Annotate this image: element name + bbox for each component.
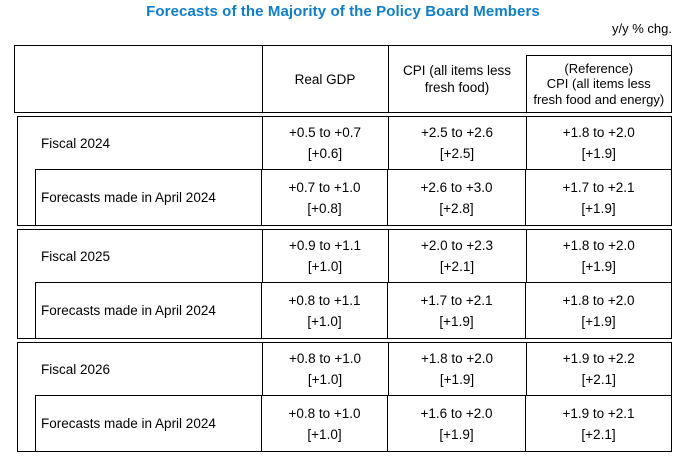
header-real-gdp: Real GDP [261,46,388,112]
cpi-median: [+2.5] [439,146,475,161]
ref-median: [+1.9] [581,259,616,274]
unit-note: y/y % chg. [612,21,672,36]
gdp-cell: +0.5 to +0.7 [+0.6] [261,117,388,169]
header-cpi-line1: CPI (all items less [402,63,512,78]
cpi-cell: +1.8 to +2.0 [+1.9] [387,343,526,395]
cpi-median: [+1.9] [439,372,475,387]
ref-range: +1.8 to +2.0 [562,125,635,140]
ref-range: +1.9 to +2.2 [562,351,635,366]
ref-cpi-cell: +1.8 to +2.0 [+1.9] [525,117,672,169]
gdp-range: +0.7 to +1.0 [288,179,361,195]
ref-median: [+1.9] [581,146,616,161]
gdp-cell: +0.8 to +1.0 [+1.0] [261,396,387,451]
fiscal-2025-block: Fiscal 2025 +0.9 to +1.1 [+1.0] +2.0 to … [17,229,672,339]
reference-header-box: (Reference) CPI (all items less fresh fo… [525,55,671,112]
gdp-median: [+1.0] [307,313,342,329]
gdp-median: [+1.0] [307,372,343,387]
ref-cpi-cell: +1.9 to +2.1 [+2.1] [525,396,671,451]
row-label: Forecasts made in April 2024 [41,416,216,431]
header-cpi: CPI (all items less fresh food) [387,46,526,112]
cpi-range: +1.7 to +2.1 [420,292,493,308]
header-ref-line1: (Reference) [564,60,634,76]
table-row-fiscal-2024: Fiscal 2024 +0.5 to +0.7 [+0.6] +2.5 to … [18,117,671,169]
gdp-median: [+1.0] [307,426,342,442]
ref-range: +1.8 to +2.0 [562,292,635,308]
ref-range: +1.8 to +2.0 [562,238,635,253]
fiscal-2026-block: Fiscal 2026 +0.8 to +1.0 [+1.0] +1.8 to … [17,342,672,452]
ref-cpi-cell: +1.8 to +2.0 [+1.9] [525,283,671,338]
ref-cpi-cell: +1.9 to +2.2 [+2.1] [525,343,672,395]
header-ref-line3: fresh food and energy) [533,91,665,107]
cpi-range: +2.0 to +2.3 [420,238,494,253]
table-row-fiscal-2026: Fiscal 2026 +0.8 to +1.0 [+1.0] +1.8 to … [18,343,671,395]
row-label: Fiscal 2024 [41,135,111,151]
cpi-cell: +2.6 to +3.0 [+2.8] [387,170,525,225]
header-real-gdp-label: Real GDP [294,71,356,87]
cpi-median: [+2.8] [439,200,474,216]
fiscal-2024-block: Fiscal 2024 +0.5 to +0.7 [+0.6] +2.5 to … [17,116,672,226]
cpi-cell: +1.7 to +2.1 [+1.9] [387,283,525,338]
gdp-cell: +0.7 to +1.0 [+0.8] [261,170,387,225]
cpi-median: [+2.1] [439,259,475,274]
cpi-cell: +1.6 to +2.0 [+1.9] [387,396,525,451]
gdp-range: +0.8 to +1.0 [288,351,362,366]
cpi-cell: +2.5 to +2.6 [+2.5] [387,117,526,169]
gdp-median: [+1.0] [307,259,343,274]
cpi-cell: +2.0 to +2.3 [+2.1] [387,230,526,282]
table-row-fiscal-2025: Fiscal 2025 +0.9 to +1.1 [+1.0] +2.0 to … [18,230,671,282]
ref-cpi-cell: +1.7 to +2.1 [+1.9] [525,170,671,225]
ref-median: [+2.1] [581,426,616,442]
row-label: Forecasts made in April 2024 [41,190,216,205]
ref-range: +1.7 to +2.1 [562,179,635,195]
header-row-label-cell [15,46,262,112]
gdp-range: +0.5 to +0.7 [288,125,362,140]
table-row-fiscal-2025-april-forecast: Forecasts made in April 2024 +0.8 to +1.… [35,282,671,338]
gdp-range: +0.8 to +1.1 [288,292,361,308]
gdp-range: +0.8 to +1.0 [288,405,361,421]
row-label: Fiscal 2026 [41,361,111,377]
cpi-range: +1.8 to +2.0 [420,351,494,366]
row-label: Fiscal 2025 [41,248,111,264]
cpi-range: +2.5 to +2.6 [420,125,494,140]
gdp-median: [+0.8] [307,200,342,216]
gdp-range: +0.9 to +1.1 [288,238,362,253]
cpi-range: +2.6 to +3.0 [420,179,493,195]
page-title: Forecasts of the Majority of the Policy … [146,3,540,20]
gdp-cell: +0.9 to +1.1 [+1.0] [261,230,388,282]
ref-median: [+1.9] [581,313,616,329]
ref-cpi-cell: +1.8 to +2.0 [+1.9] [525,230,672,282]
ref-median: [+1.9] [581,200,616,216]
gdp-cell: +0.8 to +1.0 [+1.0] [261,343,388,395]
cpi-range: +1.6 to +2.0 [420,405,493,421]
header-ref-line2: CPI (all items less [546,76,651,92]
table-header-row: Real GDP CPI (all items less fresh food)… [14,45,672,113]
gdp-median: [+0.6] [307,146,343,161]
cpi-median: [+1.9] [439,426,474,442]
ref-range: +1.9 to +2.1 [562,405,635,421]
header-cpi-line2: fresh food) [424,80,490,95]
cpi-median: [+1.9] [439,313,474,329]
gdp-cell: +0.8 to +1.1 [+1.0] [261,283,387,338]
forecast-table: Real GDP CPI (all items less fresh food)… [14,45,672,452]
header-reference-cpi: (Reference) CPI (all items less fresh fo… [525,46,671,112]
table-row-fiscal-2024-april-forecast: Forecasts made in April 2024 +0.7 to +1.… [35,169,671,225]
ref-median: [+2.1] [581,372,616,387]
table-row-fiscal-2026-april-forecast: Forecasts made in April 2024 +0.8 to +1.… [35,395,671,451]
row-label: Forecasts made in April 2024 [41,303,216,318]
